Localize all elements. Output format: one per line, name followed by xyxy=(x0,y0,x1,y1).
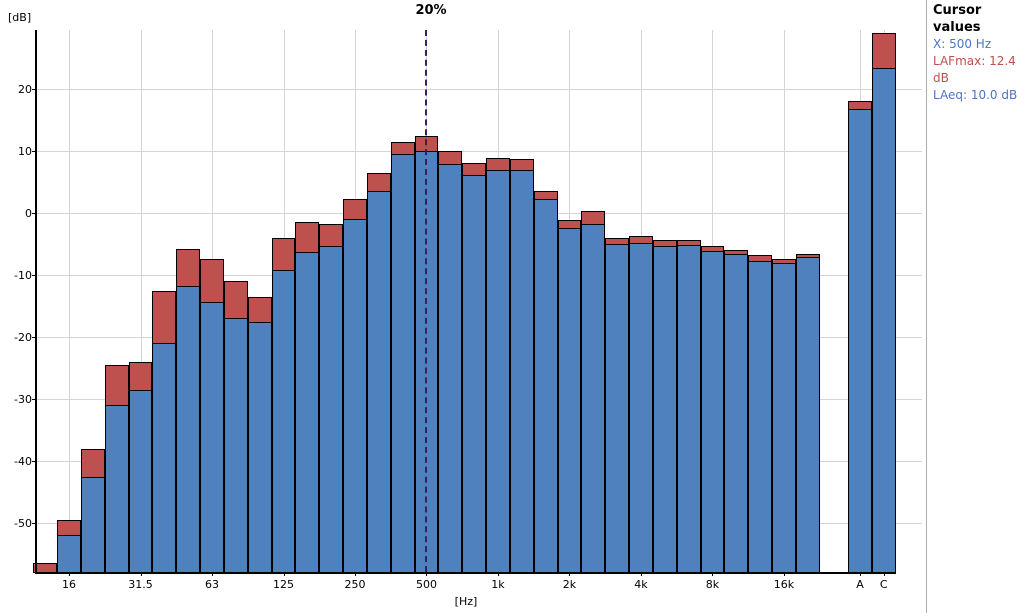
bar-4k-laeq[interactable] xyxy=(629,243,653,573)
bar-40-laeq[interactable] xyxy=(152,343,177,573)
x-tick xyxy=(283,572,285,576)
h-gridline xyxy=(36,89,922,90)
x-tick-label: 125 xyxy=(273,578,294,591)
x-tick xyxy=(354,572,356,576)
y-tick xyxy=(32,337,36,338)
y-tick-label: 20 xyxy=(18,83,32,96)
bar-16k-laeq[interactable] xyxy=(772,263,796,573)
bar-3.15k-laeq[interactable] xyxy=(605,244,630,573)
y-tick-label: -50 xyxy=(14,517,32,530)
bar-800-laeq[interactable] xyxy=(462,174,487,573)
bar-315-laeq[interactable] xyxy=(366,191,391,573)
y-tick xyxy=(32,151,36,152)
v-gridline xyxy=(69,30,71,572)
y-tick-label: -20 xyxy=(14,331,32,344)
x-tick-label: 16 xyxy=(62,578,77,591)
y-tick-label: 0 xyxy=(25,207,32,220)
bar-20k-laeq[interactable] xyxy=(795,257,820,573)
bar-A-laeq[interactable] xyxy=(848,109,872,573)
cursor-laeq-value: LAeq: 10.0 dB xyxy=(933,88,1018,102)
x-tick xyxy=(426,572,428,576)
x-tick xyxy=(712,572,714,576)
bar-2k-laeq[interactable] xyxy=(557,227,582,573)
x-tick xyxy=(569,572,571,576)
bar-16-laeq[interactable] xyxy=(57,535,81,573)
x-tick-label: 16k xyxy=(773,578,795,591)
panel-separator xyxy=(926,0,927,613)
x-tick-label: 8k xyxy=(705,578,720,591)
y-tick-label: -10 xyxy=(14,269,32,282)
bar-12.5k-laeq[interactable] xyxy=(748,261,772,573)
x-tick xyxy=(212,572,213,576)
y-tick-label: 10 xyxy=(18,145,32,158)
bar-400-laeq[interactable] xyxy=(390,154,415,573)
cursor-lafmax-value: LAFmax: 12.4 dB xyxy=(933,54,1016,85)
x-tick-label: 31.5 xyxy=(128,578,153,591)
bar-31.5-laeq[interactable] xyxy=(128,389,153,573)
bar-160-laeq[interactable] xyxy=(295,252,320,573)
bar-1.6k-laeq[interactable] xyxy=(533,199,558,573)
bar-630-laeq[interactable] xyxy=(438,164,463,573)
bar-10k-laeq[interactable] xyxy=(724,253,749,573)
bar-6.3k-laeq[interactable] xyxy=(676,244,701,573)
y-tick xyxy=(32,461,36,462)
y-tick xyxy=(32,89,36,90)
bar-250-laeq[interactable] xyxy=(343,219,367,573)
x-tick-label: 1k xyxy=(491,578,505,591)
bar-1k-laeq[interactable] xyxy=(486,169,510,573)
plot-area[interactable]: 20 10 0 -10 -20 -30 -40 -50 16 31.5 63 125 250 500 1k 2… xyxy=(0,0,926,613)
x-axis-line xyxy=(35,572,896,574)
bar-200-laeq[interactable] xyxy=(319,246,344,573)
x-tick-label: C xyxy=(879,578,888,591)
bar-1.25k-laeq[interactable] xyxy=(509,170,534,573)
bar-50-laeq[interactable] xyxy=(176,285,201,573)
x-tick xyxy=(497,572,499,576)
x-tick xyxy=(883,572,885,576)
bar-63-laeq[interactable] xyxy=(200,301,224,573)
y-tick xyxy=(32,213,36,214)
bar-125-laeq[interactable] xyxy=(271,270,296,573)
x-tick-label: 4k xyxy=(634,578,648,591)
cursor-panel-title: Cursor values xyxy=(933,3,982,35)
y-tick xyxy=(32,399,36,400)
bar-8k-laeq[interactable] xyxy=(700,250,725,573)
x-tick xyxy=(860,572,861,576)
x-tick-label: 500 xyxy=(415,578,437,591)
y-tick-label: -40 xyxy=(14,455,32,468)
chart-title: 20% xyxy=(415,3,447,18)
x-tick-label: 63 xyxy=(205,578,219,591)
y-axis-unit-label: [dB] xyxy=(8,11,32,24)
x-tick-label: 2k xyxy=(562,578,577,591)
bar-5k-laeq[interactable] xyxy=(652,245,677,573)
y-tick-label: -30 xyxy=(14,393,32,406)
x-tick-label: A xyxy=(856,578,864,591)
y-tick xyxy=(32,275,36,276)
bar-C-laeq[interactable] xyxy=(871,67,896,573)
v-gridline xyxy=(140,30,142,572)
x-tick xyxy=(69,572,71,576)
bar-100-laeq[interactable] xyxy=(247,322,272,573)
x-tick-label: 250 xyxy=(344,578,366,591)
y-tick xyxy=(32,523,36,524)
bar-25-laeq[interactable] xyxy=(104,405,129,573)
bar-2.5k-laeq[interactable] xyxy=(581,223,606,573)
h-gridline xyxy=(36,151,922,152)
x-tick xyxy=(140,572,142,576)
x-tick xyxy=(783,572,785,576)
cursor-x-value: X: 500 Hz xyxy=(933,37,992,51)
y-axis-line xyxy=(35,30,37,572)
x-tick xyxy=(640,572,642,576)
cursor-line[interactable] xyxy=(425,30,428,572)
bar-80-laeq[interactable] xyxy=(223,318,248,573)
bar-20-laeq[interactable] xyxy=(80,476,105,573)
cursor-values-panel: Cursor values X: 500 Hz LAFmax: 12.4 dB … xyxy=(933,2,1031,104)
x-axis-unit-label: [Hz] xyxy=(454,595,478,608)
